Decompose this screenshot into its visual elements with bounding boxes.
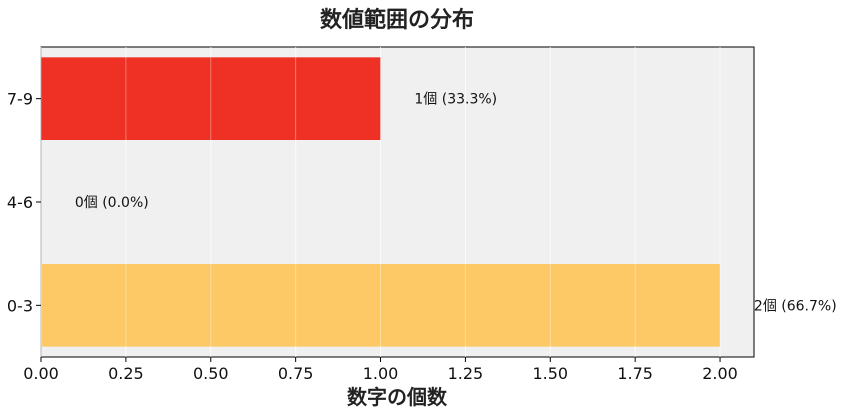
data-labels: 2個 (66.7%) 0個 (0.0%) 1個 (33.3%)	[75, 92, 837, 315]
bars	[40, 47, 721, 357]
x-tick-label: 0.75	[278, 364, 314, 383]
bar	[41, 264, 721, 347]
data-label: 1個 (33.3%)	[414, 92, 497, 108]
data-label: 2個 (66.7%)	[754, 298, 837, 314]
x-tick-label: 1.75	[617, 364, 653, 383]
y-tick-label: 4-6	[7, 193, 33, 212]
x-axis-label: 数字の個数	[347, 385, 448, 409]
x-tick-label: 0.00	[23, 364, 59, 383]
y-tick-label: 7-9	[7, 90, 33, 109]
chart-title: 数値範囲の分布	[320, 7, 474, 33]
x-tick-label: 2.00	[702, 364, 738, 383]
x-tick-label: 1.00	[363, 364, 399, 383]
x-axis-ticks: 0.00 0.25 0.50 0.75 1.00 1.25 1.50 1.75 2.00	[23, 357, 738, 383]
x-tick-label: 1.25	[448, 364, 484, 383]
y-axis-ticks: 0-3 4-6 7-9	[7, 90, 41, 315]
x-tick-label: 0.50	[193, 364, 229, 383]
y-tick-label: 0-3	[7, 296, 33, 315]
x-tick-label: 0.25	[108, 364, 144, 383]
bar	[41, 57, 381, 141]
x-tick-label: 1.50	[532, 364, 568, 383]
data-label: 0個 (0.0%)	[75, 195, 149, 211]
